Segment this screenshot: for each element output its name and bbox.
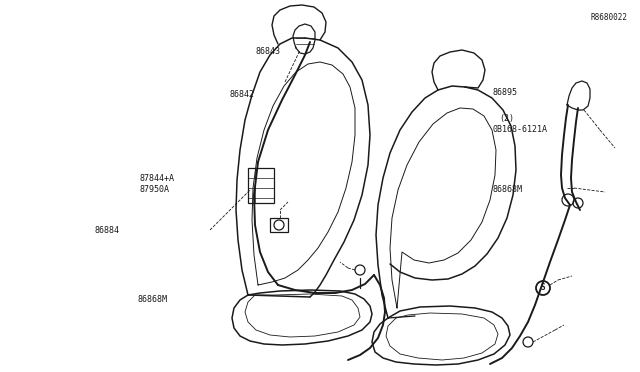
Text: 87950A: 87950A <box>140 185 170 194</box>
Text: 0B168-6121A: 0B168-6121A <box>493 125 548 134</box>
Text: 86895: 86895 <box>493 88 518 97</box>
Text: R8680022: R8680022 <box>590 13 627 22</box>
Text: 87844+A: 87844+A <box>140 174 175 183</box>
Text: 86868M: 86868M <box>138 295 168 304</box>
Text: 86842: 86842 <box>229 90 255 99</box>
Bar <box>270 218 288 232</box>
Text: 86843: 86843 <box>255 47 280 56</box>
Text: S: S <box>541 283 545 292</box>
Text: (2): (2) <box>499 114 514 123</box>
Text: 86868M: 86868M <box>493 185 523 194</box>
Text: 86884: 86884 <box>95 226 120 235</box>
